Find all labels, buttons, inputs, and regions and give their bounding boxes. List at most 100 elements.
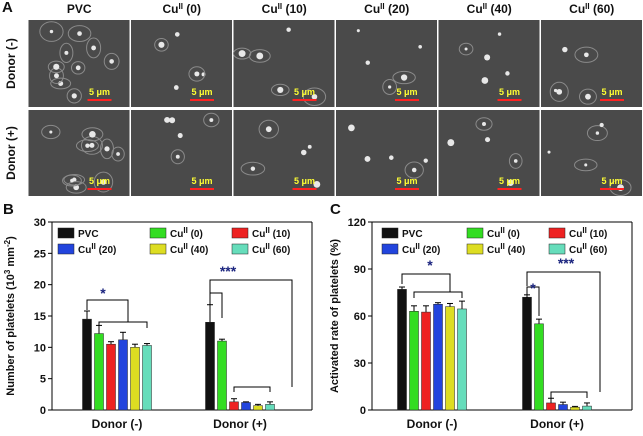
sem-image bbox=[131, 20, 232, 107]
legend-label: CuII (10) bbox=[252, 226, 290, 240]
text-part: ) bbox=[5, 236, 17, 240]
legend-label: CuII (20) bbox=[78, 242, 116, 256]
bar bbox=[445, 306, 455, 411]
cell-outline bbox=[240, 161, 266, 176]
scale-bar-label: 5 μm bbox=[499, 176, 520, 186]
platelet bbox=[497, 32, 502, 36]
platelet bbox=[364, 156, 371, 162]
significance-label: * bbox=[100, 285, 106, 301]
legend-swatch bbox=[149, 243, 167, 255]
cell-outline bbox=[258, 119, 279, 139]
text-part: Cu bbox=[170, 229, 183, 240]
platelet bbox=[54, 73, 59, 79]
platelet bbox=[482, 122, 486, 127]
column-header: PVC bbox=[67, 2, 92, 16]
platelet bbox=[71, 93, 77, 99]
scale-bar-label: 5 μm bbox=[294, 176, 315, 186]
panel-label: C bbox=[330, 201, 341, 218]
platelet bbox=[174, 32, 180, 37]
cell-outline bbox=[47, 60, 65, 74]
bar bbox=[82, 318, 92, 411]
platelet bbox=[418, 44, 422, 49]
platelet bbox=[301, 149, 307, 156]
cell-outline bbox=[59, 42, 74, 63]
bar bbox=[94, 333, 104, 411]
text-part: (60) bbox=[587, 245, 608, 256]
scale-bar-label: 5 μm bbox=[89, 87, 110, 97]
platelet bbox=[599, 122, 604, 128]
text-part: II bbox=[500, 242, 504, 251]
text-part: II bbox=[582, 226, 586, 235]
platelet bbox=[484, 137, 491, 143]
cell-outline bbox=[574, 158, 598, 172]
bar bbox=[558, 404, 568, 411]
text-part: (10) bbox=[282, 2, 307, 16]
y-tick-label: 20 bbox=[34, 280, 46, 292]
platelet bbox=[91, 45, 97, 51]
legend-label: CuII (10) bbox=[569, 226, 607, 240]
platelet bbox=[389, 155, 394, 160]
sem-image bbox=[541, 20, 642, 107]
bar bbox=[457, 308, 467, 411]
y-tick-label: 10 bbox=[34, 342, 46, 354]
bar bbox=[433, 304, 443, 411]
bar bbox=[142, 345, 152, 411]
text-part: II bbox=[380, 2, 384, 11]
column-header: CuII (60) bbox=[569, 2, 614, 16]
legend-swatch bbox=[231, 227, 249, 239]
cell-outline bbox=[578, 88, 597, 105]
text-part: Cu bbox=[262, 2, 278, 16]
platelet bbox=[547, 150, 551, 154]
platelet bbox=[70, 178, 74, 183]
legend-label: CuII (0) bbox=[487, 226, 520, 240]
bar bbox=[118, 339, 128, 411]
cell-outline bbox=[62, 174, 82, 187]
text-part: PVC bbox=[78, 229, 99, 240]
text-part: Cu bbox=[252, 229, 265, 240]
legend-label: CuII (20) bbox=[402, 242, 440, 256]
platelet bbox=[388, 85, 392, 89]
text-part: (60) bbox=[270, 245, 291, 256]
platelet bbox=[104, 146, 110, 152]
text-part: Cu bbox=[78, 245, 91, 256]
text-part: Cu bbox=[170, 245, 183, 256]
platelet bbox=[464, 47, 468, 51]
text-part: II bbox=[278, 2, 282, 11]
platelet bbox=[595, 131, 600, 135]
platelet bbox=[313, 180, 321, 188]
platelet bbox=[311, 93, 318, 100]
y-tick-label: 0 bbox=[360, 405, 366, 417]
panel-label: B bbox=[3, 201, 14, 218]
text-part: (0) bbox=[505, 229, 520, 240]
y-tick-label: 90 bbox=[354, 264, 366, 276]
column-header: CuII (0) bbox=[163, 2, 201, 16]
platelet bbox=[277, 86, 284, 94]
legend-label: CuII (0) bbox=[170, 226, 203, 240]
scale-bar-label: 5 μm bbox=[499, 87, 520, 97]
sem-image bbox=[336, 110, 437, 196]
text-part: (10) bbox=[587, 229, 608, 240]
text-part: (10) bbox=[270, 229, 291, 240]
legend-label: CuII (40) bbox=[487, 242, 525, 256]
cell-outline bbox=[65, 181, 87, 194]
bar bbox=[229, 401, 239, 411]
sem-image bbox=[438, 20, 540, 107]
platelet bbox=[173, 85, 179, 90]
cell-outline bbox=[75, 139, 99, 153]
significance-label: *** bbox=[220, 263, 237, 279]
text-part: Cu bbox=[487, 229, 500, 240]
x-tick-label: Donor (-) bbox=[92, 417, 143, 431]
cell-outline bbox=[574, 46, 599, 63]
bar bbox=[397, 289, 407, 411]
x-tick-label: Donor (+) bbox=[213, 417, 267, 431]
legend-label: CuII (60) bbox=[252, 242, 290, 256]
text-part: II bbox=[265, 242, 269, 251]
platelet bbox=[109, 59, 114, 64]
legend-swatch bbox=[548, 227, 566, 239]
text-part: Number of platelets (10 bbox=[5, 274, 17, 396]
cell-outline bbox=[404, 161, 424, 179]
platelet bbox=[400, 74, 408, 81]
scale-bar-label: 5 μm bbox=[89, 176, 110, 186]
cell-outline bbox=[67, 25, 92, 43]
platelet bbox=[49, 29, 54, 34]
